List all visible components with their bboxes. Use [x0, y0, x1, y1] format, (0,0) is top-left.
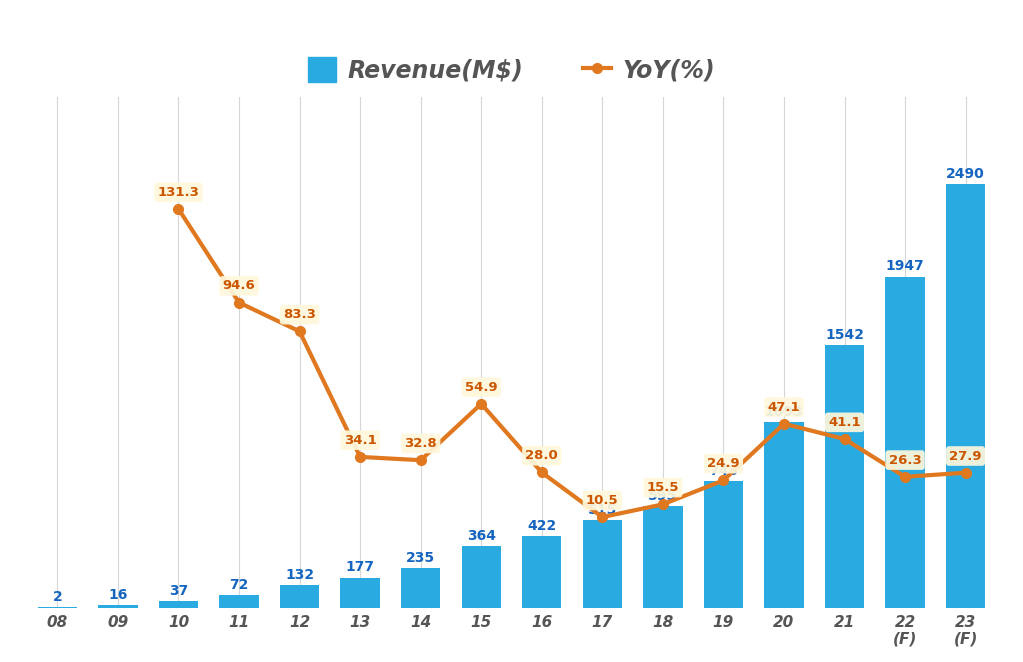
Text: 132: 132 — [285, 568, 314, 582]
Text: 1093: 1093 — [764, 404, 803, 418]
Text: 26.3: 26.3 — [889, 453, 922, 467]
Text: 72: 72 — [229, 579, 249, 592]
Text: 83.3: 83.3 — [283, 308, 316, 321]
Bar — [946, 184, 985, 608]
Bar — [885, 277, 925, 608]
Bar — [704, 481, 743, 608]
Bar — [825, 346, 864, 608]
Text: 37: 37 — [169, 585, 188, 598]
Text: 27.9: 27.9 — [949, 449, 982, 463]
Text: 10.5: 10.5 — [586, 494, 619, 507]
Text: 15.5: 15.5 — [647, 481, 679, 494]
Text: 235: 235 — [406, 551, 435, 565]
Text: 47.1: 47.1 — [767, 401, 800, 414]
Text: 32.8: 32.8 — [404, 437, 437, 450]
Bar — [341, 577, 380, 608]
Bar — [98, 605, 138, 608]
Text: 34.1: 34.1 — [344, 434, 376, 447]
Bar — [522, 536, 562, 608]
Text: 24.9: 24.9 — [707, 457, 740, 470]
Bar — [280, 585, 319, 608]
Text: 2: 2 — [52, 591, 62, 604]
Text: 1947: 1947 — [886, 260, 925, 273]
Bar — [401, 568, 440, 608]
Text: 41.1: 41.1 — [829, 416, 860, 429]
Bar — [583, 520, 622, 608]
Text: 16: 16 — [108, 588, 128, 602]
Text: 515: 515 — [587, 503, 617, 517]
Bar — [643, 506, 682, 608]
Text: 131.3: 131.3 — [158, 186, 199, 199]
Text: 595: 595 — [649, 489, 677, 503]
Text: 177: 177 — [346, 561, 374, 575]
Text: 2490: 2490 — [946, 167, 985, 181]
Text: 422: 422 — [527, 519, 557, 533]
Bar — [219, 595, 259, 608]
Legend: Revenue(M$), YoY(%): Revenue(M$), YoY(%) — [299, 48, 724, 92]
Text: 28.0: 28.0 — [526, 449, 559, 462]
Bar — [764, 422, 804, 608]
Text: 54.9: 54.9 — [464, 381, 497, 394]
Bar — [461, 545, 501, 608]
Bar — [159, 601, 198, 608]
Text: 94.6: 94.6 — [223, 279, 256, 293]
Text: 743: 743 — [709, 464, 738, 478]
Text: 1542: 1542 — [825, 328, 864, 342]
Text: 364: 364 — [466, 529, 496, 543]
